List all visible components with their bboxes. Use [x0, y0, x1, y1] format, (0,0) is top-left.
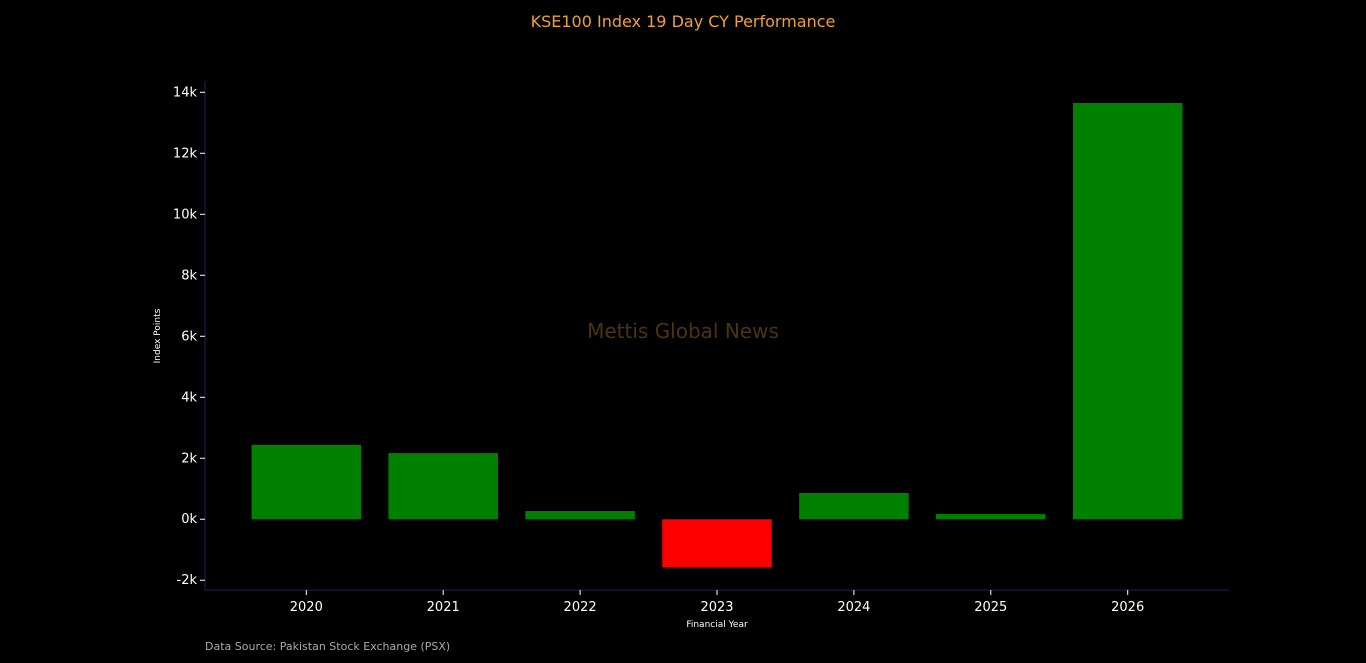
bar-2022: [525, 511, 635, 520]
x-tick-label: 2025: [974, 600, 1007, 615]
chart-title: KSE100 Index 19 Day CY Performance: [531, 12, 836, 31]
x-axis-label: Financial Year: [686, 620, 748, 630]
bar-2025: [936, 514, 1046, 520]
bar-2020: [251, 444, 362, 520]
y-tick-label: 14k: [173, 85, 198, 100]
x-tick-label: 2026: [1111, 600, 1144, 615]
bar-2021: [388, 453, 498, 520]
y-axis-label: Index Points: [153, 308, 163, 363]
y-tick-label: 12k: [173, 146, 198, 161]
y-tick-label: 8k: [181, 268, 197, 283]
x-tick-label: 2021: [427, 600, 460, 615]
y-tick-label: 2k: [181, 451, 197, 466]
y-tick-label: 6k: [181, 329, 197, 344]
bar-2023: [662, 519, 772, 568]
watermark: Mettis Global News: [587, 319, 779, 343]
y-tick-label: 0k: [181, 512, 197, 527]
x-tick-label: 2020: [290, 600, 323, 615]
x-tick-label: 2024: [837, 600, 870, 615]
x-tick-label: 2023: [700, 600, 733, 615]
bar-2026: [1072, 102, 1183, 520]
y-tick-label: -2k: [177, 573, 198, 588]
y-tick-label: 10k: [173, 207, 198, 222]
bar-2024: [799, 493, 909, 520]
x-tick-label: 2022: [564, 600, 597, 615]
data-source-note: Data Source: Pakistan Stock Exchange (PS…: [205, 640, 450, 653]
y-tick-label: 4k: [181, 390, 197, 405]
